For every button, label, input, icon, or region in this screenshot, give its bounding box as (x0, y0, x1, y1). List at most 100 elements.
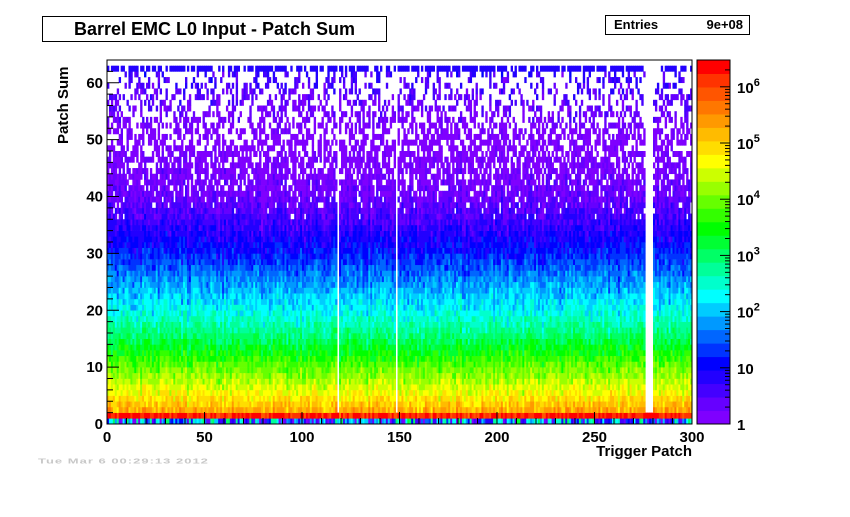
heatmap-cell (140, 293, 143, 300)
heatmap-cell (140, 213, 143, 220)
heatmap-cell (126, 253, 129, 260)
heatmap-cell (122, 310, 125, 317)
heatmap-cell (222, 71, 225, 78)
heatmap-cell (149, 259, 153, 266)
heatmap-cell (146, 82, 149, 89)
heatmap-cell (147, 276, 151, 283)
heatmap-cell (161, 338, 164, 345)
heatmap-cell (151, 179, 155, 186)
heatmap-cell (224, 139, 227, 146)
heatmap-cell (116, 230, 120, 237)
heatmap-cell (108, 321, 112, 328)
heatmap-cell (157, 287, 161, 294)
heatmap-cell (146, 190, 149, 197)
heatmap-cell (140, 156, 143, 163)
heatmap-cell (147, 372, 151, 379)
heatmap-cell (140, 304, 143, 311)
heatmap-cell (153, 355, 157, 362)
heatmap-cell (161, 367, 164, 374)
heatmap-cell (128, 77, 131, 84)
heatmap-cell (140, 65, 143, 72)
heatmap-cell (212, 88, 215, 95)
heatmap-cell (186, 190, 190, 197)
heatmap-cell (159, 173, 162, 180)
heatmap-cell (270, 65, 274, 72)
heatmap-cell (140, 219, 143, 226)
heatmap-cell (120, 128, 123, 135)
heatmap-cell (183, 65, 186, 72)
heatmap-cell (130, 94, 133, 101)
heatmap-cell (147, 196, 151, 203)
heatmap-cell (124, 196, 127, 203)
heatmap-cell (153, 145, 157, 152)
heatmap-cell (151, 333, 155, 339)
heatmap-cell (274, 77, 278, 84)
heatmap-cell (153, 213, 157, 220)
heatmap-cell (155, 247, 159, 254)
heatmap-cell (126, 259, 129, 266)
heatmap-cell (118, 236, 122, 243)
heatmap-cell (107, 99, 110, 106)
heatmap-cell (132, 185, 135, 192)
heatmap-cell (161, 406, 164, 413)
heatmap-cell (114, 327, 118, 334)
heatmap-cell (206, 94, 209, 101)
heatmap-cell (140, 406, 143, 413)
heatmap-cell (147, 179, 151, 186)
heatmap-cell (107, 406, 110, 413)
heatmap-cell (151, 185, 155, 192)
heatmap-cell (126, 99, 129, 106)
heatmap-cell (130, 151, 133, 157)
heatmap-cell (132, 230, 135, 237)
heatmap-cell (107, 333, 110, 339)
heatmap-cell (157, 315, 161, 322)
heatmap-cell (144, 190, 147, 197)
heatmap-cell (116, 384, 120, 391)
heatmap-cell (122, 168, 125, 175)
heatmap-cell (151, 213, 155, 220)
heatmap-cell (153, 207, 157, 214)
heatmap-cell (212, 71, 215, 78)
heatmap-cell (134, 350, 137, 357)
heatmap-cell (110, 236, 114, 243)
heatmap-cell (147, 310, 151, 317)
heatmap-cell (132, 361, 135, 368)
heatmap-cell (112, 185, 116, 192)
heatmap-cell (128, 315, 131, 322)
heatmap-cell (155, 253, 159, 260)
heatmap-cell (112, 128, 116, 135)
heatmap-cell (134, 88, 137, 95)
heatmap-cell (149, 355, 153, 362)
heatmap-cell (161, 293, 164, 300)
heatmap-cell (120, 378, 123, 385)
heatmap-cell (144, 418, 147, 425)
heatmap-cell (179, 116, 182, 123)
heatmap-cell (163, 287, 166, 294)
heatmap-cell (237, 65, 240, 72)
heatmap-cell (144, 276, 147, 283)
heatmap-cell (144, 213, 147, 220)
heatmap-cell (107, 412, 110, 419)
heatmap-cell (157, 179, 161, 186)
heatmap-cell (165, 156, 168, 163)
heatmap-cell (107, 338, 110, 345)
heatmap-cell (144, 287, 147, 294)
heatmap-cell (146, 276, 149, 283)
heatmap-cell (116, 378, 120, 385)
heatmap-cell (120, 350, 123, 357)
heatmap-cell (122, 389, 125, 396)
heatmap-cell (130, 327, 133, 334)
heatmap-cell (255, 94, 258, 101)
heatmap-cell (107, 145, 110, 152)
heatmap-cell (140, 281, 143, 288)
heatmap-cell (107, 372, 110, 379)
heatmap-cell (138, 242, 141, 248)
heatmap-cell (116, 128, 120, 135)
heatmap-cell (144, 298, 147, 305)
heatmap-cell (284, 82, 287, 89)
heatmap-cell (124, 179, 127, 186)
heatmap-cell (114, 355, 118, 362)
heatmap-cell (161, 287, 164, 294)
heatmap-cell (153, 315, 157, 322)
heatmap-cell (108, 213, 112, 220)
